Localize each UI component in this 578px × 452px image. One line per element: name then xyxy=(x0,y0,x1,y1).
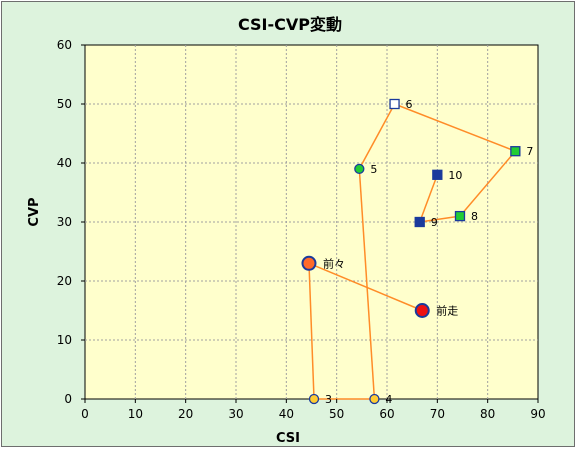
data-point-label: 3 xyxy=(325,393,332,406)
data-point xyxy=(389,98,400,110)
series-line-segment xyxy=(358,168,376,400)
y-tick-label: 0 xyxy=(64,392,72,406)
y-axis-ticks: 0 10 20 30 40 50 60 xyxy=(57,38,85,406)
data-point-label: 7 xyxy=(526,145,533,158)
series-line-segment xyxy=(394,103,516,152)
x-tick-label: 50 xyxy=(329,407,344,421)
series-lines xyxy=(308,103,516,400)
data-point xyxy=(354,163,365,175)
chart-frame: CSI-CVP変動 3 4 5 6 7 8 9 10 前々 前走 0 10 20 30 40 50 60 70 8… xyxy=(1,1,575,447)
data-point xyxy=(308,393,320,405)
series-line-segment xyxy=(358,103,396,170)
series-line-segment xyxy=(308,262,423,312)
x-tick-label: 80 xyxy=(480,407,495,421)
x-tick-label: 10 xyxy=(128,407,143,421)
y-axis-title: CVP xyxy=(27,197,42,226)
data-point xyxy=(369,393,380,405)
grid xyxy=(85,45,538,399)
chart-title: CSI-CVP変動 xyxy=(238,15,342,34)
x-tick-label: 90 xyxy=(530,407,545,421)
x-tick-label: 60 xyxy=(379,407,394,421)
x-tick-label: 70 xyxy=(430,407,445,421)
data-point xyxy=(432,169,443,180)
y-tick-label: 50 xyxy=(57,97,72,111)
data-point xyxy=(510,146,521,157)
data-point-label: 前走 xyxy=(436,304,458,318)
x-axis-ticks: 0 10 20 30 40 50 60 70 80 90 xyxy=(81,399,546,421)
x-tick-label: 20 xyxy=(178,407,193,421)
series-line-segment xyxy=(308,263,315,400)
series-line-segment xyxy=(459,150,516,217)
data-point xyxy=(414,303,430,318)
x-axis-title: CSI xyxy=(276,431,300,446)
x-tick-label: 30 xyxy=(228,407,243,421)
data-point-label: 10 xyxy=(448,169,462,182)
x-tick-label: 0 xyxy=(81,407,89,421)
y-tick-label: 30 xyxy=(57,215,72,229)
series-line-segment xyxy=(419,215,461,223)
data-point-label: 8 xyxy=(471,210,478,223)
data-point-label: 前々 xyxy=(323,256,345,270)
y-tick-label: 60 xyxy=(57,38,72,52)
y-tick-label: 10 xyxy=(57,333,72,347)
data-point-label: 5 xyxy=(370,163,377,176)
data-point-label: 9 xyxy=(431,216,438,229)
data-point xyxy=(414,216,425,228)
data-point xyxy=(301,255,317,271)
data-point xyxy=(454,210,466,222)
y-tick-label: 20 xyxy=(57,274,72,288)
y-tick-label: 40 xyxy=(57,156,72,170)
x-tick-label: 40 xyxy=(279,407,294,421)
data-point-label: 4 xyxy=(385,393,392,406)
data-point-label: 6 xyxy=(406,98,413,111)
series-line-segment xyxy=(419,174,439,223)
